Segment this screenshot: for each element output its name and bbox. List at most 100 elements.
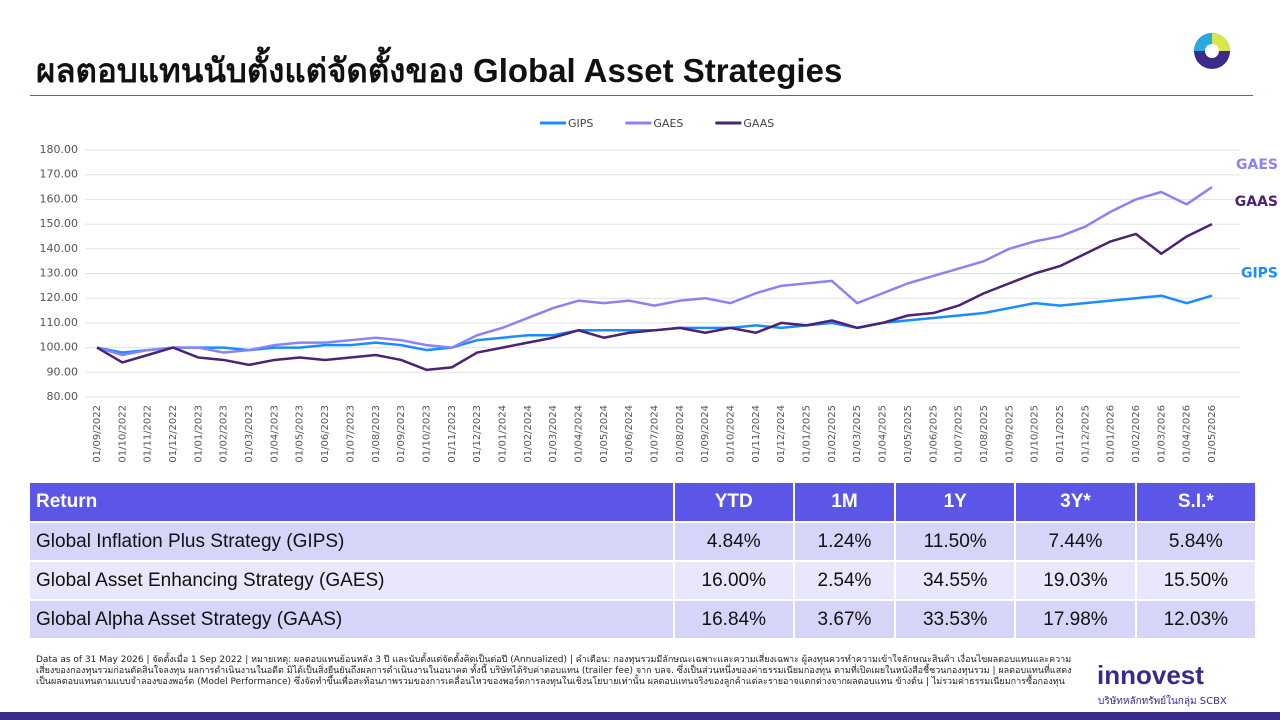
brand-name: innovest (1097, 660, 1204, 690)
x-tick-label: 01/12/2025 (1080, 405, 1091, 463)
end-label: GAES (1236, 157, 1278, 173)
x-tick-label: 01/05/2024 (599, 405, 610, 463)
x-tick-label: 01/12/2023 (472, 405, 483, 463)
footnote: Data as of 31 May 2026 | จัดตั้งเมื่อ 1 … (36, 655, 1072, 687)
y-tick-label: 130.00 (40, 267, 79, 280)
y-tick-label: 170.00 (40, 168, 79, 181)
end-label: GIPS (1241, 266, 1278, 282)
table-header-cell: Return (30, 483, 675, 522)
table-row: Global Alpha Asset Strategy (GAAS) 16.84%… (30, 599, 1258, 638)
series-line (96, 186, 1213, 357)
x-tick-label: 01/01/2026 (1106, 405, 1117, 463)
table-cell: 3.67% (793, 599, 897, 638)
x-tick-label: 01/06/2023 (320, 405, 331, 463)
legend-label: GAES (653, 117, 683, 130)
x-tick-label: 01/07/2025 (954, 405, 965, 463)
table-row: Global Asset Enhancing Strategy (GAES) 16… (30, 560, 1258, 600)
table-cell: 1.24% (793, 521, 897, 561)
x-tick-label: 01/01/2024 (497, 405, 508, 463)
x-tick-label: 01/01/2023 (193, 405, 204, 463)
table-cell: 2.54% (793, 560, 897, 600)
series-line (96, 222, 1213, 372)
x-tick-label: 01/05/2023 (295, 405, 306, 463)
x-tick-label: 01/07/2024 (650, 405, 661, 463)
x-tick-label: 01/04/2026 (1182, 405, 1193, 463)
table-cell: Global Inflation Plus Strategy (GIPS) (30, 521, 675, 561)
table-cell: 11.50% (895, 521, 1017, 561)
x-tick-label: 01/08/2025 (979, 405, 990, 463)
table-cell: 33.53% (895, 599, 1017, 638)
x-tick-label: 01/10/2024 (726, 405, 737, 463)
x-tick-label: 01/02/2025 (827, 405, 838, 463)
table-cell: Global Asset Enhancing Strategy (GAES) (30, 560, 675, 600)
x-tick-label: 01/02/2024 (523, 405, 534, 463)
x-tick-label: 01/09/2022 (92, 405, 103, 463)
bottom-band (0, 712, 1280, 720)
y-tick-label: 80.00 (47, 390, 79, 403)
x-tick-label: 01/06/2024 (624, 405, 635, 463)
x-tick-label: 01/02/2023 (219, 405, 230, 463)
x-tick-label: 01/10/2022 (117, 405, 128, 463)
x-tick-label: 01/03/2025 (852, 405, 863, 463)
y-tick-label: 120.00 (40, 291, 79, 304)
table-cell: 7.44% (1015, 521, 1137, 561)
x-tick-label: 01/05/2026 (1207, 405, 1218, 463)
y-tick-label: 180.00 (40, 143, 79, 156)
x-tick-label: 01/04/2023 (269, 405, 280, 463)
x-tick-label: 01/06/2025 (928, 405, 939, 463)
y-tick-label: 160.00 (40, 192, 79, 205)
table-row: Global Inflation Plus Strategy (GIPS) 4.8… (30, 521, 1258, 561)
y-tick-label: 100.00 (40, 341, 79, 354)
returns-table: Return YTD 1M 1Y 3Y* S.I.* Global Inflation Pl… (30, 483, 1258, 638)
x-tick-label: 01/11/2022 (143, 405, 154, 463)
x-tick-label: 01/04/2024 (573, 405, 584, 463)
x-tick-label: 01/02/2026 (1131, 405, 1142, 463)
title-rule (30, 95, 1253, 96)
legend-label: GIPS (568, 117, 593, 130)
x-tick-label: 01/03/2023 (244, 405, 255, 463)
x-tick-label: 01/09/2024 (700, 405, 711, 463)
table-cell: 16.84% (673, 599, 795, 638)
y-tick-label: 150.00 (40, 217, 79, 230)
table-cell: 4.84% (673, 521, 795, 561)
x-tick-label: 01/10/2025 (1030, 405, 1041, 463)
x-tick-label: 01/12/2022 (168, 405, 179, 463)
logo-icon (1194, 33, 1230, 69)
x-tick-label: 01/03/2026 (1156, 405, 1167, 463)
y-tick-label: 90.00 (47, 365, 79, 378)
table-cell: 34.55% (895, 560, 1017, 600)
y-tick-label: 110.00 (40, 316, 79, 329)
x-tick-label: 01/09/2023 (396, 405, 407, 463)
x-tick-label: 01/11/2023 (447, 405, 458, 463)
table-cell: 16.00% (673, 560, 795, 600)
table-cell: Global Alpha Asset Strategy (GAAS) (30, 599, 675, 638)
brand-tagline: บริษัทหลักทรัพย์ในกลุ่ม SCBX (1098, 696, 1227, 707)
legend-label: GAAS (743, 117, 774, 130)
table-header-cell: S.I.* (1135, 483, 1258, 522)
x-tick-label: 01/08/2024 (675, 405, 686, 463)
series-line (96, 294, 1213, 354)
table-cell: 5.84% (1135, 521, 1258, 561)
x-tick-label: 01/08/2023 (371, 405, 382, 463)
x-tick-label: 01/01/2025 (802, 405, 813, 463)
table-header-cell: 1M (793, 483, 897, 522)
table-cell: 19.03% (1015, 560, 1137, 600)
table-header-cell: 3Y* (1015, 483, 1137, 522)
x-tick-label: 01/09/2025 (1004, 405, 1015, 463)
x-tick-label: 01/07/2023 (345, 405, 356, 463)
y-tick-label: 140.00 (40, 242, 79, 255)
table-cell: 17.98% (1015, 599, 1137, 638)
table-cell: 12.03% (1135, 599, 1258, 638)
x-tick-label: 01/11/2024 (751, 405, 762, 463)
slide-title: ผลตอบแทนนับตั้งแต่จัดตั้งของ Global Asse… (36, 52, 843, 89)
x-tick-label: 01/12/2024 (776, 405, 787, 463)
x-tick-label: 01/10/2023 (421, 405, 432, 463)
table-header-cell: YTD (673, 483, 795, 522)
x-tick-label: 01/04/2025 (878, 405, 889, 463)
x-tick-label: 01/05/2025 (903, 405, 914, 463)
x-tick-label: 01/03/2024 (548, 405, 559, 463)
table-header-cell: 1Y (895, 483, 1017, 522)
table-cell: 15.50% (1135, 560, 1258, 600)
x-tick-label: 01/11/2025 (1055, 405, 1066, 463)
